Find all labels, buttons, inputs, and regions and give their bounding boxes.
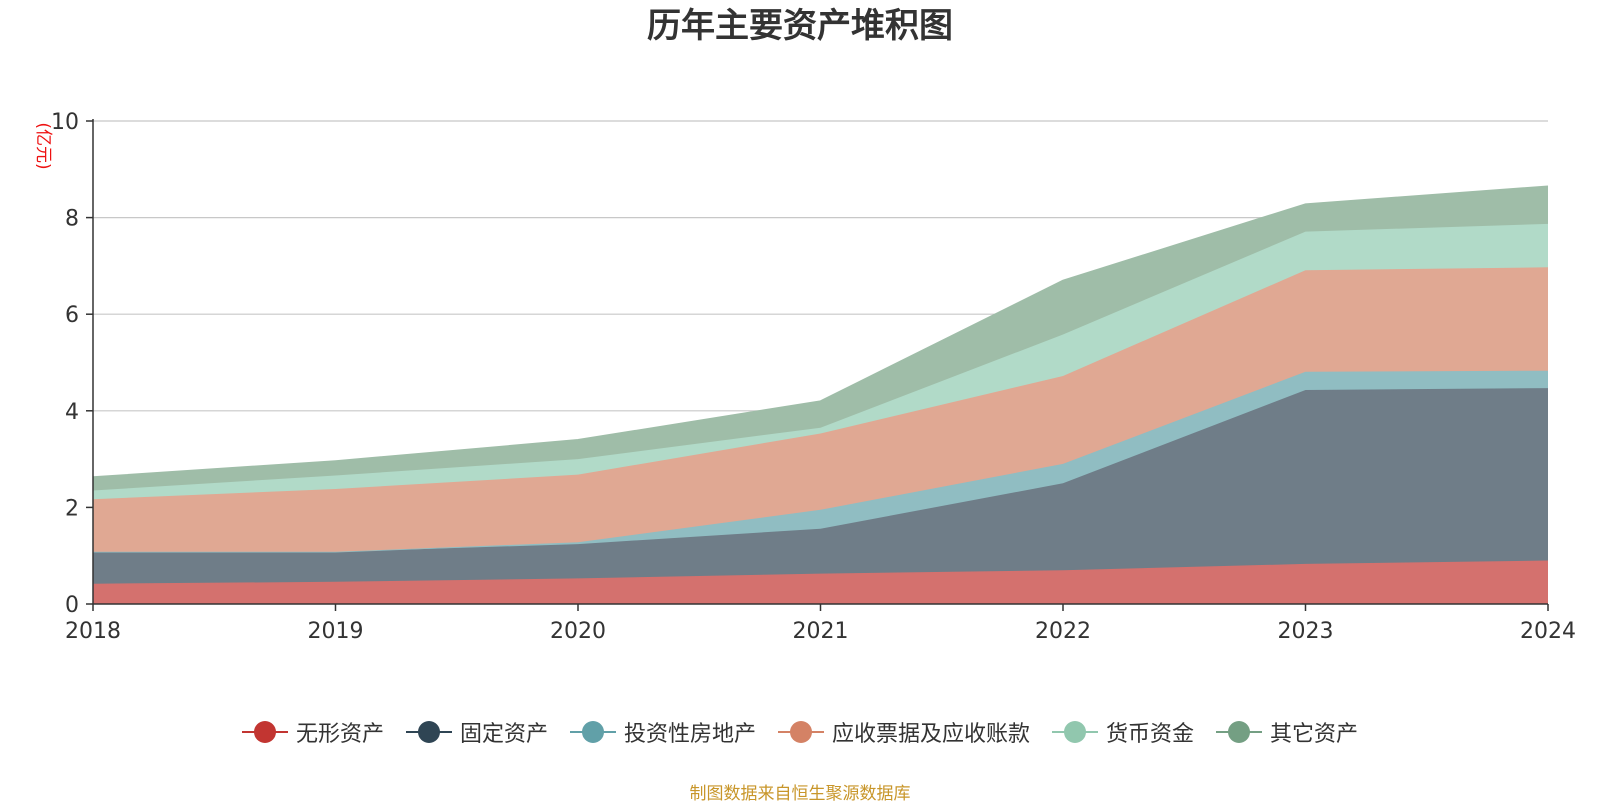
source-note: 制图数据来自恒生聚源数据库 <box>689 784 911 804</box>
legend: 无形资产 固定资产 投资性房地产 应收票据及应收账款 货币资金 其它资产 <box>0 716 1600 748</box>
y-tick-label-2: 2 <box>65 496 79 521</box>
legend-marker-5 <box>1216 720 1263 744</box>
x-tick-label-2020: 2020 <box>550 619 606 644</box>
legend-label-0: 无形资产 <box>295 722 384 747</box>
chart-title: 历年主要资产堆积图 <box>647 6 953 46</box>
area-layer <box>92 185 1549 604</box>
legend-label-4: 货币资金 <box>1106 722 1195 747</box>
axes <box>86 119 1549 611</box>
x-tick-label-2022: 2022 <box>1035 619 1091 644</box>
chart-plot: 0 2 4 6 8 10 2018 2019 2020 2021 2022 2023 2024 (亿元) <box>33 110 1576 644</box>
legend-item-3[interactable]: 应收票据及应收账款 <box>778 716 1030 748</box>
y-axis-unit-label: (亿元) <box>33 122 53 169</box>
x-tick-label-2018: 2018 <box>65 619 121 644</box>
y-tick-label-10: 10 <box>51 110 79 135</box>
area-series-2 <box>93 370 1548 552</box>
legend-label-3: 应收票据及应收账款 <box>832 722 1031 747</box>
area-series-0 <box>93 560 1548 604</box>
legend-marker-4 <box>1052 720 1099 744</box>
x-tick-label-2023: 2023 <box>1278 619 1334 644</box>
legend-item-1[interactable]: 固定资产 <box>405 716 548 748</box>
y-tick-label-0: 0 <box>65 593 79 618</box>
area-series-line-5 <box>92 185 1549 478</box>
legend-marker-1 <box>405 720 452 744</box>
area-series-5 <box>93 186 1548 491</box>
x-tick-label-2024: 2024 <box>1520 619 1576 644</box>
area-series-3 <box>93 267 1548 552</box>
y-tick-label-6: 6 <box>65 303 79 328</box>
legend-marker-2 <box>569 720 616 744</box>
legend-item-5[interactable]: 其它资产 <box>1216 716 1358 748</box>
y-tick-label-4: 4 <box>65 400 79 425</box>
area-series-4 <box>93 223 1548 500</box>
legend-label-1: 固定资产 <box>459 722 548 747</box>
x-tick-label-2019: 2019 <box>308 619 364 644</box>
legend-item-2[interactable]: 投资性房地产 <box>569 716 756 748</box>
legend-label-5: 其它资产 <box>1270 722 1359 747</box>
tick-labels: 0 2 4 6 8 10 2018 2019 2020 2021 2022 2023 2024 (亿元) <box>33 110 1576 644</box>
legend-marker-0 <box>241 720 288 744</box>
x-tick-label-2021: 2021 <box>793 619 849 644</box>
legend-label-2: 投资性房地产 <box>623 722 756 747</box>
legend-marker-3 <box>778 720 824 744</box>
y-tick-label-8: 8 <box>65 207 79 232</box>
legend-item-4[interactable]: 货币资金 <box>1052 716 1194 748</box>
legend-item-0[interactable]: 无形资产 <box>241 716 384 748</box>
